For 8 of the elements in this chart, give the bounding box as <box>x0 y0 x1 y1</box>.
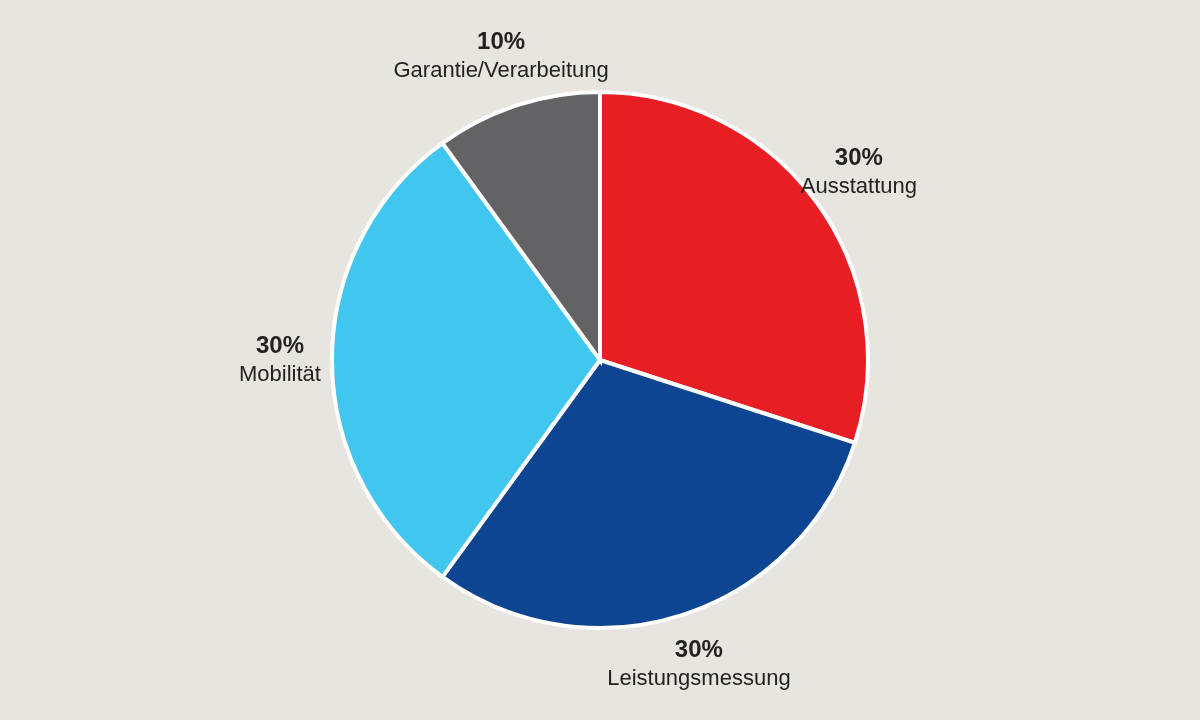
data-label: 30% <box>834 142 883 170</box>
slice-label: Mobilität <box>239 361 321 386</box>
data-label: 30% <box>255 331 305 358</box>
data-label: 10% <box>477 26 526 54</box>
slice-label: Ausstattung <box>800 172 917 198</box>
data-label: 30% <box>674 635 723 663</box>
slice-label: Garantie/Verarbeitung <box>393 56 609 82</box>
slice-label: Leistungsmessung <box>607 665 791 691</box>
